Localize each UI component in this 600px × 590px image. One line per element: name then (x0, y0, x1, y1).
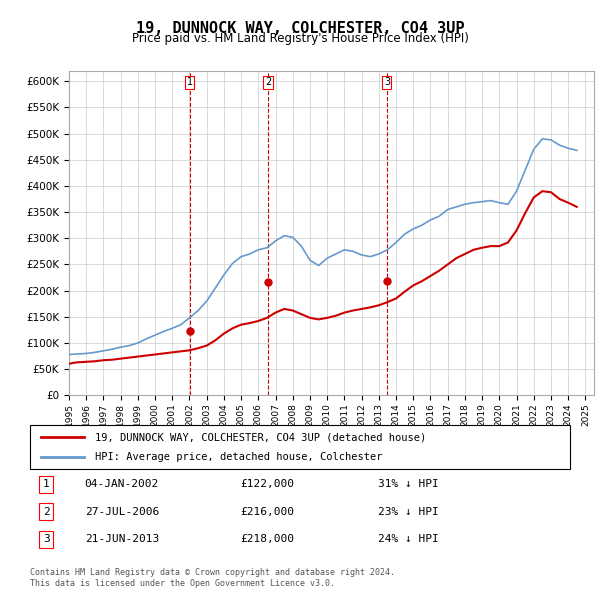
Text: 23% ↓ HPI: 23% ↓ HPI (377, 507, 439, 517)
Text: 19, DUNNOCK WAY, COLCHESTER, CO4 3UP: 19, DUNNOCK WAY, COLCHESTER, CO4 3UP (136, 21, 464, 35)
Text: 1: 1 (43, 480, 50, 490)
Text: 19, DUNNOCK WAY, COLCHESTER, CO4 3UP (detached house): 19, DUNNOCK WAY, COLCHESTER, CO4 3UP (de… (95, 432, 426, 442)
Text: Price paid vs. HM Land Registry's House Price Index (HPI): Price paid vs. HM Land Registry's House … (131, 32, 469, 45)
FancyBboxPatch shape (30, 425, 570, 469)
Text: 2: 2 (43, 507, 50, 517)
Text: 24% ↓ HPI: 24% ↓ HPI (377, 534, 439, 544)
Text: 31% ↓ HPI: 31% ↓ HPI (377, 480, 439, 490)
Text: Contains HM Land Registry data © Crown copyright and database right 2024.: Contains HM Land Registry data © Crown c… (30, 568, 395, 576)
Text: 3: 3 (43, 534, 50, 544)
Text: 04-JAN-2002: 04-JAN-2002 (85, 480, 159, 490)
Text: 21-JUN-2013: 21-JUN-2013 (85, 534, 159, 544)
Text: HPI: Average price, detached house, Colchester: HPI: Average price, detached house, Colc… (95, 452, 382, 461)
Text: £122,000: £122,000 (241, 480, 295, 490)
Text: £216,000: £216,000 (241, 507, 295, 517)
Text: £218,000: £218,000 (241, 534, 295, 544)
Text: 1: 1 (187, 77, 193, 87)
Text: 3: 3 (384, 77, 390, 87)
Text: 2: 2 (265, 77, 271, 87)
Text: This data is licensed under the Open Government Licence v3.0.: This data is licensed under the Open Gov… (30, 579, 335, 588)
Text: 27-JUL-2006: 27-JUL-2006 (85, 507, 159, 517)
